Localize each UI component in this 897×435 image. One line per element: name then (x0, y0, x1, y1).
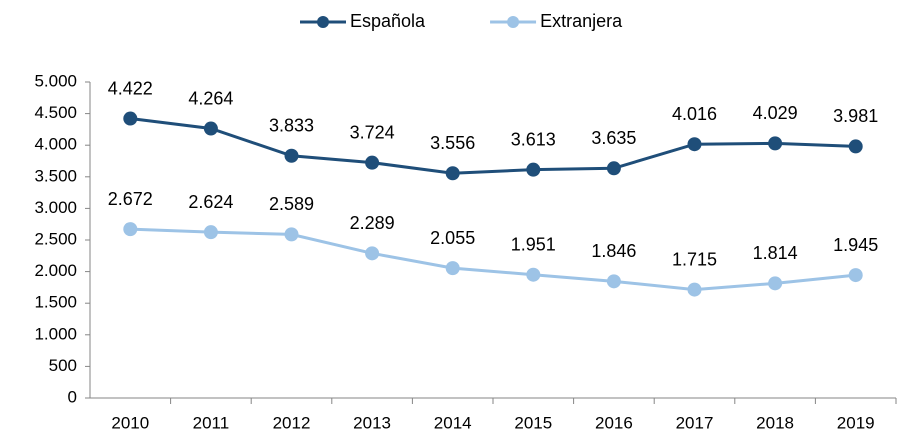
point (123, 222, 138, 237)
x-tick-label: 2016 (595, 413, 633, 432)
value-label: 3.613 (511, 129, 556, 149)
y-tick-label: 2.000 (34, 261, 77, 280)
x-tick-label: 2014 (434, 413, 472, 432)
point (365, 246, 380, 261)
value-label: 1.814 (753, 243, 798, 263)
value-label: 2.672 (108, 189, 153, 209)
value-label: 3.981 (833, 106, 878, 126)
value-label: 1.951 (511, 234, 556, 254)
point (365, 155, 380, 170)
legend-label: Extranjera (540, 11, 623, 31)
point (526, 162, 541, 177)
value-label: 2.589 (269, 194, 314, 214)
x-tick-label: 2010 (111, 413, 149, 432)
x-tick-label: 2012 (273, 413, 311, 432)
y-tick-label: 4.000 (34, 135, 77, 154)
x-tick-label: 2013 (353, 413, 391, 432)
point (526, 267, 541, 282)
y-tick-label: 2.500 (34, 229, 77, 248)
value-label: 3.635 (591, 128, 636, 148)
x-tick-label: 2015 (514, 413, 552, 432)
point (284, 227, 299, 242)
y-tick-label: 5.000 (34, 71, 77, 90)
value-label: 4.422 (108, 78, 153, 98)
x-tick-label: 2017 (676, 413, 714, 432)
point (445, 166, 460, 181)
point (687, 137, 702, 152)
point (687, 282, 702, 297)
value-label: 4.264 (188, 88, 233, 108)
legend-marker (507, 16, 520, 28)
x-tick-label: 2011 (193, 413, 230, 432)
value-label: 2.289 (350, 213, 395, 233)
y-tick-label: 0 (68, 387, 77, 406)
point (284, 148, 299, 163)
point (123, 111, 138, 126)
value-label: 3.724 (350, 122, 395, 142)
value-label: 3.833 (269, 116, 314, 136)
y-tick-label: 4.500 (34, 103, 77, 122)
point (606, 274, 621, 289)
value-label: 3.556 (430, 133, 475, 153)
value-label: 4.029 (753, 103, 798, 123)
legend-marker (317, 16, 329, 28)
point (768, 136, 783, 151)
value-label: 1.945 (833, 235, 878, 255)
x-tick-label: 2019 (837, 413, 875, 432)
legend-label: Española (350, 11, 426, 31)
point (848, 139, 863, 154)
y-tick-label: 3.000 (34, 198, 77, 217)
value-label: 2.624 (188, 192, 233, 212)
point (203, 121, 218, 136)
series-line (130, 117, 856, 175)
point (445, 261, 460, 276)
point (203, 225, 218, 240)
value-label: 1.715 (672, 249, 717, 269)
value-label: 4.016 (672, 104, 717, 124)
y-tick-label: 1.500 (34, 293, 77, 312)
point (768, 276, 783, 291)
point (848, 268, 863, 283)
x-tick-label: 2018 (756, 413, 794, 432)
series-line (130, 227, 856, 292)
point (606, 161, 621, 176)
y-tick-label: 500 (49, 356, 77, 375)
y-tick-label: 3.500 (34, 166, 77, 185)
value-label: 1.846 (591, 241, 636, 261)
value-label: 2.055 (430, 228, 475, 248)
y-tick-label: 1.000 (34, 324, 77, 343)
